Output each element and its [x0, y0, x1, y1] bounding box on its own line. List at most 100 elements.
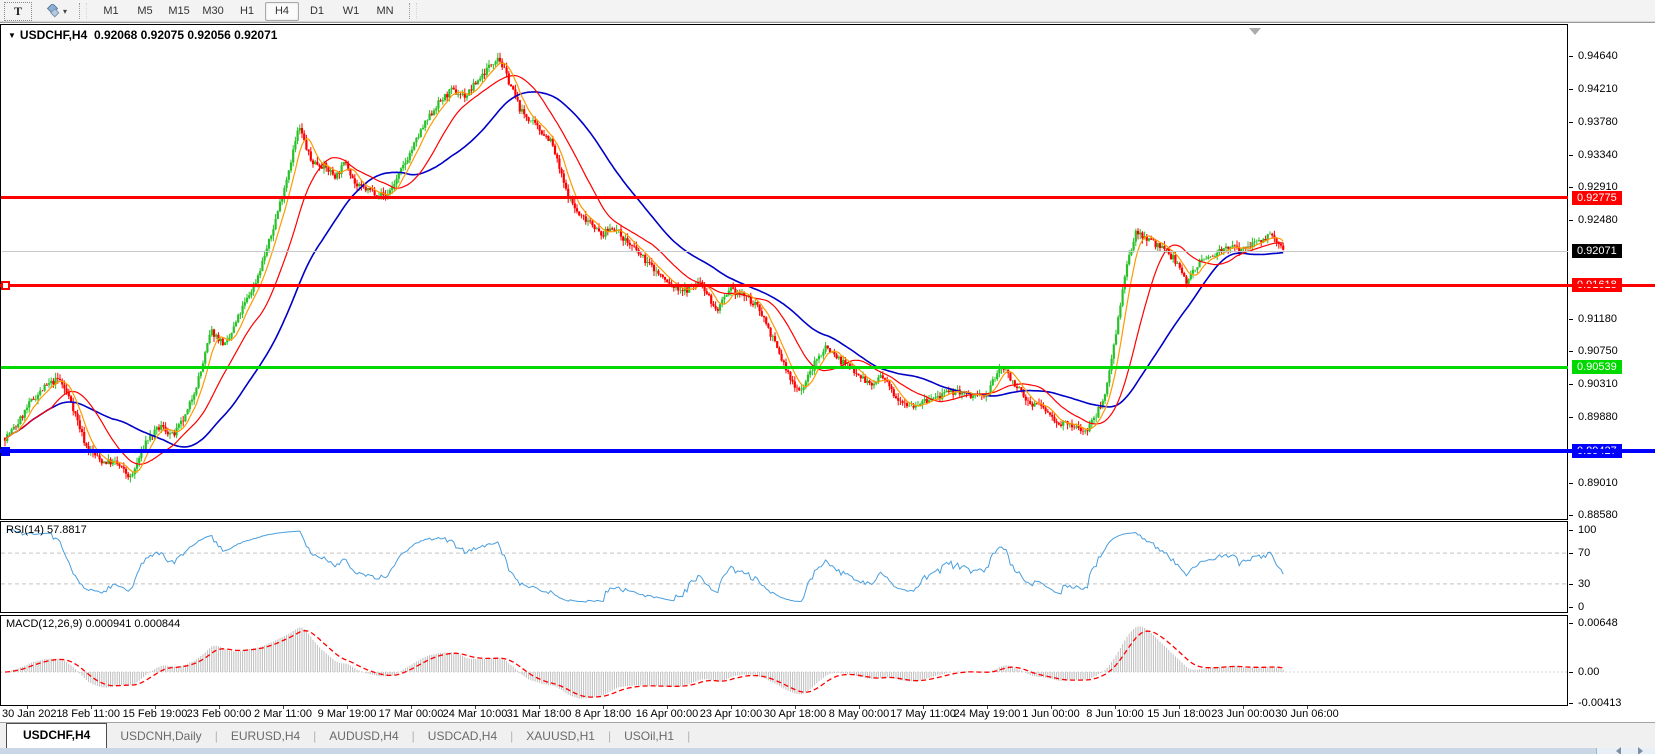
line-anchor-marker[interactable] [1, 447, 10, 456]
macd-plot [1, 626, 1567, 699]
axis-tick [1569, 530, 1573, 531]
time-axis-label: 9 Mar 19:00 [317, 708, 377, 720]
time-axis-tick [219, 706, 220, 709]
timeframe-button-h4[interactable]: H4 [265, 1, 300, 21]
timeframe-button-w1[interactable]: W1 [342, 5, 360, 17]
time-axis-tick [1243, 706, 1244, 709]
timeframe-button-mn[interactable]: MN [376, 5, 394, 17]
axis-tick [1569, 672, 1573, 673]
scroll-right-icon[interactable] [1638, 747, 1643, 754]
price-badge-0.92071: 0.92071 [1572, 244, 1622, 258]
axis-tick [1569, 351, 1573, 352]
rsi-axis-label: 70 [1578, 547, 1591, 559]
chart-tab-bar: USDCHF,H4 USDCNH,Daily | EURUSD,H4 | AUDUSD,H… [0, 722, 1655, 748]
price-axis-label: 0.94640 [1578, 50, 1618, 62]
time-axis-label: 24 May 19:00 [953, 708, 1021, 720]
time-axis[interactable]: 30 Jan 2021 8 Feb 11:00 15 Feb 19:00 23 Feb… [0, 706, 1655, 722]
time-axis-label: 15 Feb 19:00 [122, 708, 188, 720]
time-axis-label: 31 Mar 18:00 [506, 708, 572, 720]
macd-panel[interactable] [0, 615, 1568, 706]
dropdown-arrow-icon: ▾ [63, 6, 68, 16]
horizontal-line-0.89427[interactable] [0, 449, 1655, 453]
time-axis-label: 30 Apr 18:00 [763, 708, 827, 720]
rsi-indicator-label: RSI(14) 57.8817 [6, 524, 87, 536]
time-axis-label: 30 Jan 2021 [2, 708, 63, 720]
horizontal-line-0.90539[interactable] [1, 366, 1568, 369]
axis-tick [1569, 187, 1573, 188]
axis-tick [1569, 623, 1573, 624]
time-axis-tick [603, 706, 604, 709]
diamonds-icon [46, 4, 60, 18]
time-axis-tick [283, 706, 284, 709]
time-axis-label: 17 Mar 00:00 [378, 708, 444, 720]
chart-tab-usoil[interactable]: USOil,H1 [624, 729, 675, 743]
time-axis-label: 17 May 11:00 [890, 708, 956, 720]
macd-indicator-label: MACD(12,26,9) 0.000941 0.000844 [6, 618, 181, 630]
timeframe-button-h1[interactable]: H1 [239, 5, 255, 17]
axis-tick [1569, 56, 1573, 57]
axis-tick [1569, 584, 1573, 585]
current-price-gridline [2, 251, 1568, 252]
macd-axis-label: 0.00 [1578, 666, 1600, 678]
chart-tab-audusd[interactable]: AUDUSD,H4 [329, 729, 399, 743]
chart-tab-eurusd[interactable]: EURUSD,H4 [230, 729, 301, 743]
horizontal-line-0.92775[interactable] [1, 196, 1568, 199]
timeframe-button-d1[interactable]: D1 [309, 5, 325, 17]
macd-axis-label: 0.00648 [1578, 617, 1618, 629]
axis-tick [1569, 220, 1573, 221]
scrollbar-thumb[interactable] [0, 748, 1597, 754]
timeframe-button-m1[interactable]: M1 [103, 5, 119, 17]
chart-tab-usdcnh[interactable]: USDCNH,Daily [120, 729, 202, 743]
price-badge-0.90539: 0.90539 [1572, 360, 1622, 374]
time-axis-label: 8 Jun 10:00 [1086, 708, 1144, 720]
price-axis-label: 0.88580 [1578, 509, 1618, 521]
time-axis-tick [1115, 706, 1116, 709]
tab-separator: | [687, 728, 691, 743]
line-anchor-marker[interactable] [1, 281, 10, 290]
time-axis-tick [539, 706, 540, 709]
ohlc-values: 0.92068 0.92075 0.92056 0.92071 [93, 28, 278, 42]
axis-tick [1569, 607, 1573, 608]
time-axis-label: 23 Jun 00:00 [1211, 708, 1275, 720]
scroll-left-icon[interactable] [1616, 747, 1621, 754]
chart-shift-marker-icon[interactable] [1249, 28, 1261, 35]
price-badge-0.92775: 0.92775 [1572, 191, 1622, 205]
time-axis-tick [1179, 706, 1180, 709]
horizontal-line-0.91618[interactable] [0, 284, 1655, 287]
chart-title: ▼ USDCHF,H4 0.92068 0.92075 0.92056 0.920… [8, 28, 277, 42]
price-axis-label: 0.90750 [1578, 345, 1618, 357]
timeframe-button-m5[interactable]: M5 [137, 5, 153, 17]
rsi-panel[interactable] [0, 521, 1568, 613]
horizontal-scrollbar[interactable] [0, 747, 1655, 754]
rsi-axis-label: 30 [1578, 578, 1591, 590]
time-axis-label: 23 Apr 10:00 [699, 708, 763, 720]
collapse-triangle-icon[interactable]: ▼ [8, 31, 16, 40]
shapes-tool-button[interactable]: ▾ [41, 3, 71, 20]
toolbar: T ▾ M1 M5 M15 M30 H1 H4 D1 W1 MN [0, 0, 1655, 23]
chart-tab-xauusd[interactable]: XAUUSD,H1 [526, 729, 595, 743]
time-axis-label: 30 Jun 06:00 [1275, 708, 1339, 720]
axis-tick [1569, 483, 1573, 484]
price-axis-label: 0.89010 [1578, 477, 1618, 489]
candlestick-chart [3, 52, 1285, 483]
time-axis-tick [27, 706, 28, 709]
chart-tab-usdcad[interactable]: USDCAD,H4 [427, 729, 498, 743]
text-tool-button[interactable]: T [4, 1, 32, 21]
time-axis-tick [1307, 706, 1308, 709]
price-axis-label: 0.89880 [1578, 411, 1618, 423]
chart-tab-usdchf[interactable]: USDCHF,H4 [6, 723, 108, 748]
timeframe-button-m30[interactable]: M30 [202, 5, 224, 17]
price-panel[interactable] [0, 24, 1568, 520]
price-axis[interactable]: 0.94640 0.94210 0.93780 0.93340 0.92910 0.924… [1569, 24, 1655, 709]
time-axis-tick [859, 706, 860, 709]
tab-separator: | [214, 728, 218, 743]
tab-separator: | [607, 728, 612, 743]
toolbar-grip [79, 3, 88, 19]
rsi-axis-label: 0 [1578, 601, 1585, 613]
axis-tick [1569, 122, 1573, 123]
timeframe-button-m15[interactable]: M15 [168, 5, 190, 17]
price-axis-label: 0.92480 [1578, 214, 1618, 226]
axis-tick [1569, 417, 1573, 418]
time-axis-tick [347, 706, 348, 709]
